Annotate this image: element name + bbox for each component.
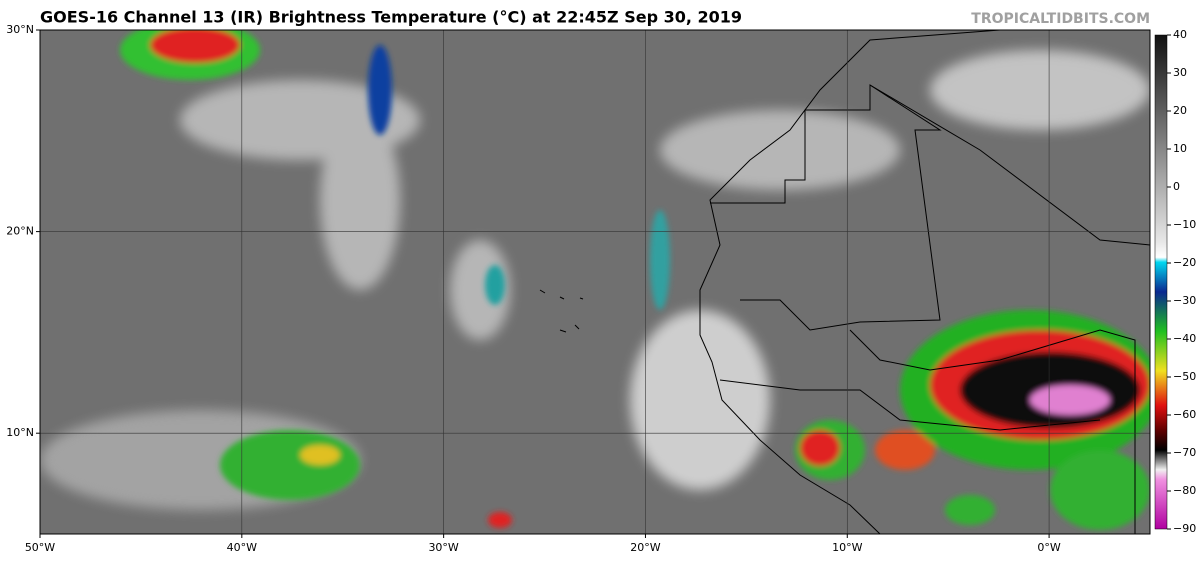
colorbar-label: −40 (1173, 332, 1196, 345)
colorbar (1154, 34, 1168, 530)
credit: TROPICALTIDBITS.COM (971, 11, 1150, 27)
colorbar-label: 0 (1173, 180, 1180, 193)
lat-label: 20°N (6, 225, 34, 238)
title: GOES-16 Channel 13 (IR) Brightness Tempe… (40, 8, 742, 27)
lon-label: 10°W (832, 541, 862, 554)
colorbar-label: 10 (1173, 142, 1187, 155)
lon-label: 0°W (1037, 541, 1060, 554)
imagery (40, 30, 1150, 534)
colorbar-label: −30 (1173, 294, 1196, 307)
colorbar-label: −20 (1173, 256, 1196, 269)
colorbar-label: −90 (1173, 522, 1196, 535)
lat-label: 10°N (6, 426, 34, 439)
lon-label: 20°W (630, 541, 660, 554)
lon-label: 40°W (227, 541, 257, 554)
lon-label: 50°W (25, 541, 55, 554)
colorbar-label: −10 (1173, 218, 1196, 231)
colorbar-label: −70 (1173, 446, 1196, 459)
lon-label: 30°W (428, 541, 458, 554)
colorbar-label: −50 (1173, 370, 1196, 383)
colorbar-label: 30 (1173, 66, 1187, 79)
colorbar-label: 40 (1173, 28, 1187, 41)
colorbar-label: −60 (1173, 408, 1196, 421)
lat-label: 30°N (6, 23, 34, 36)
colorbar-label: 20 (1173, 104, 1187, 117)
map-frame (39, 29, 1151, 535)
colorbar-ticks: 40 30 20 10 0 −10 −20 −30 −40 −50 −60 −70 −80 −90 (1167, 28, 1196, 535)
colorbar-label: −80 (1173, 484, 1196, 497)
